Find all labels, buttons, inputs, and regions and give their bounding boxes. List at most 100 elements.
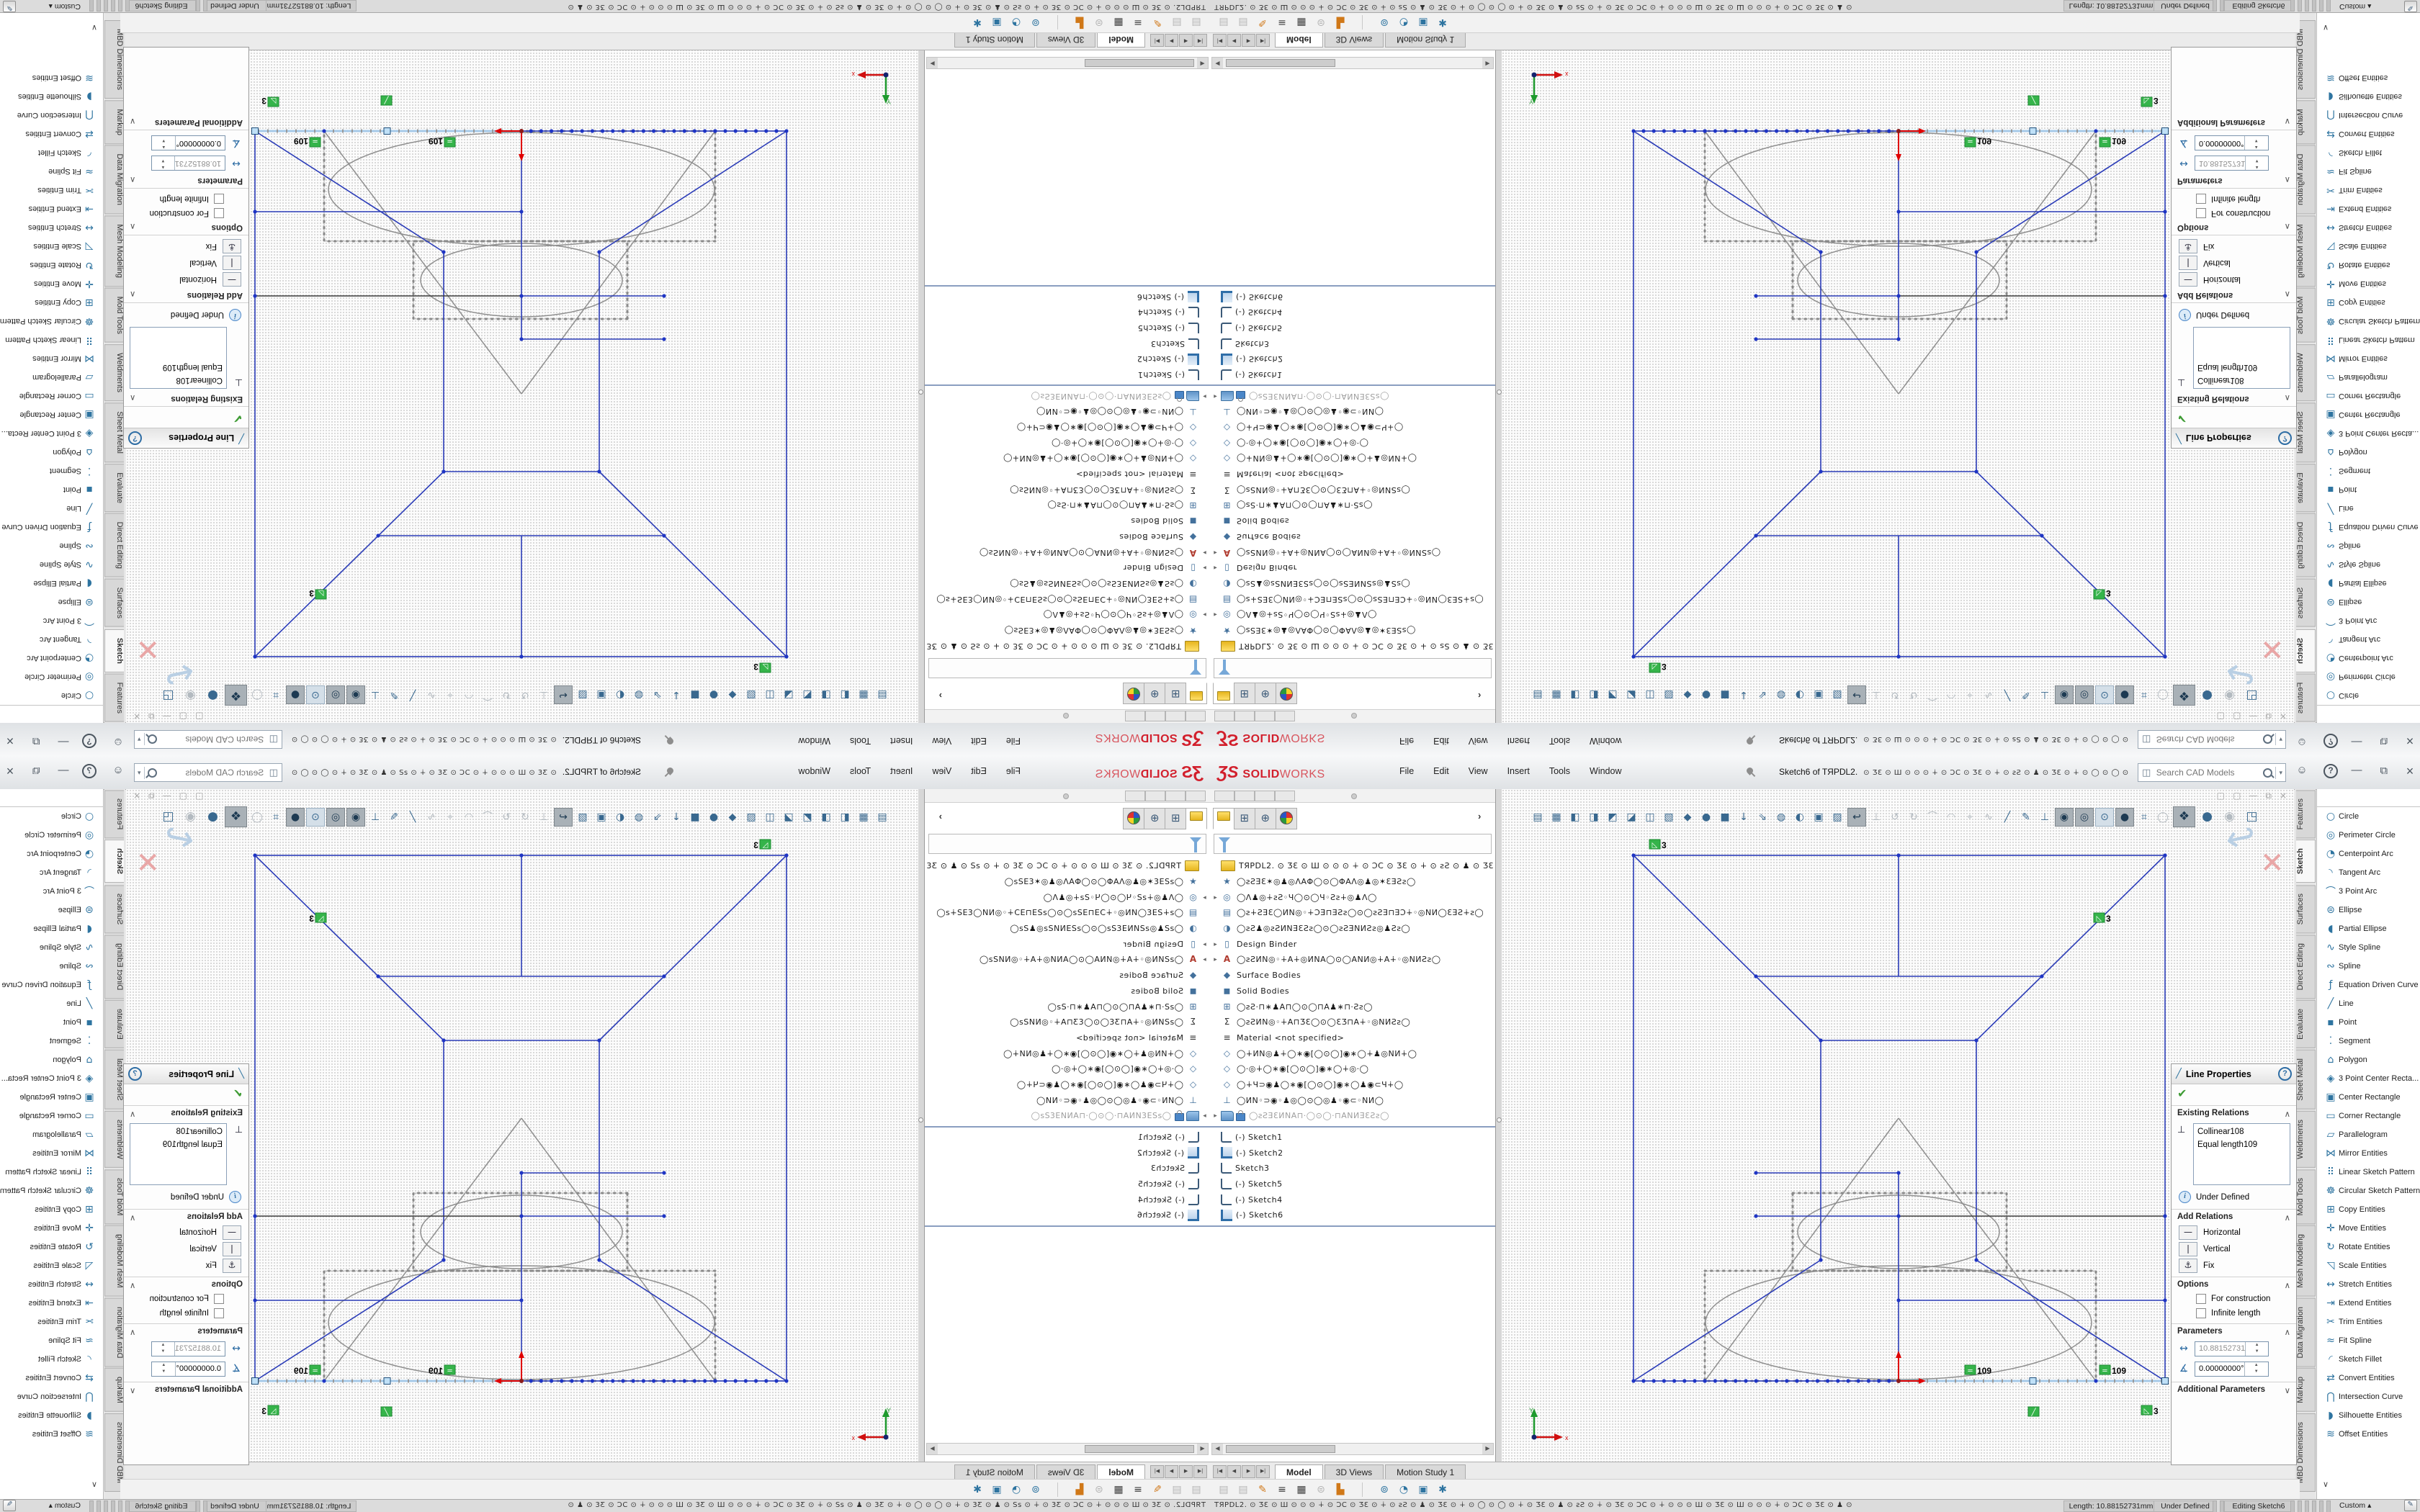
- scroll-thumb[interactable]: [1226, 1445, 1335, 1453]
- tool-linear-sketch-pattern[interactable]: ⠿ Linear Sketch Pattern: [0, 330, 103, 349]
- tool-line[interactable]: ╱ Line: [0, 994, 103, 1013]
- view-toolbar-icon[interactable]: ◠: [1946, 811, 1956, 823]
- relation-badge[interactable]: ◺3: [2093, 588, 2111, 600]
- tab-sheet-metal[interactable]: Sheet Metal: [2296, 402, 2316, 462]
- relation-badges[interactable]: ◺3◺3=109=109╱◺3: [261, 95, 771, 673]
- tree-horizontal-scrollbar[interactable]: ◀ ▶: [926, 1443, 1209, 1455]
- relation-badge[interactable]: ◺3: [261, 96, 279, 107]
- tab-nav-icon[interactable]: ▶|: [1256, 34, 1270, 47]
- tree-item[interactable]: ▸ ◎ ◯Λ♟◎∔ƨƧ◦Ч◯⊙◯Ч◦Ƨƨ∔◎♟Λ◯: [925, 889, 1210, 905]
- motion-toolbar-icon[interactable]: ▤: [1191, 1484, 1201, 1495]
- menu-insert[interactable]: Insert: [1507, 766, 1530, 776]
- tree-item[interactable]: ◇ ◯·◎∔◯∗◉[◯⊙◯]◉∗◯∔◎·◯: [925, 1061, 1210, 1077]
- doc-tab-3d-views[interactable]: 3D Views: [1324, 1464, 1384, 1480]
- tool-fit-spline[interactable]: ≈ Fit Spline: [0, 1331, 103, 1350]
- tree-item[interactable]: ▸ ◎ ◯Λ♟◎∔ƨƧ◦Ч◯⊙◯Ч◦Ƨƨ∔◎♟Λ◯: [1210, 607, 1495, 623]
- view-toolbar-icon[interactable]: ◳: [2246, 809, 2258, 824]
- tree-item[interactable]: (-) Sketch6: [1210, 289, 1495, 305]
- tool-silhouette-entities[interactable]: ◗ Silhouette Entities: [0, 87, 103, 106]
- tab-markup[interactable]: Markup: [104, 1368, 124, 1412]
- tool-line[interactable]: ╱ Line: [0, 499, 103, 518]
- angle-spinner[interactable]: ▲ ▼: [152, 1362, 176, 1376]
- relations-listbox[interactable]: Collinear108 Equal length109: [2193, 327, 2290, 389]
- tree-item[interactable]: (-) Sketch1: [1210, 367, 1495, 383]
- tool-move-entities[interactable]: ✛ Move Entities: [0, 1219, 103, 1238]
- status-custom[interactable]: Custom ▴: [2339, 1501, 2372, 1510]
- section-existing-relations[interactable]: Existing Relations ∧: [2172, 392, 2296, 407]
- tab-mold-tools[interactable]: Mold Tools: [104, 1169, 124, 1225]
- splitter-dot[interactable]: [1351, 713, 1357, 719]
- search-input[interactable]: [159, 734, 266, 745]
- pin-icon[interactable]: [1745, 766, 1754, 775]
- tree-item[interactable]: ◼ Solid Bodies: [925, 984, 1210, 999]
- rollback-bar[interactable]: [925, 285, 1210, 287]
- tool-scale-entities[interactable]: ◹ Scale Entities: [0, 1256, 103, 1275]
- tree-item[interactable]: Σ ◯ƨƧИN◎◦∔Α⊓ƷƐ◯⊙◯ƐƷ⊓Α∔◦◎NИƧƨ◯: [1210, 1014, 1495, 1030]
- tab-sketch[interactable]: Sketch: [104, 840, 124, 883]
- motion-toolbar-icon[interactable]: ✎: [1153, 17, 1162, 28]
- motion-toolbar-icon[interactable]: ▤: [1172, 1484, 1182, 1495]
- view-toolbar-icon[interactable]: ◩: [1608, 811, 1618, 823]
- motion-toolbar-icon[interactable]: ▙: [1336, 1484, 1345, 1495]
- tree-item[interactable]: ◆ Surface Bodies: [1210, 529, 1495, 545]
- tool-spline[interactable]: ∾ Spline: [0, 536, 103, 555]
- angle-field[interactable]: 0.00000000° ▲ ▼: [2195, 1361, 2269, 1377]
- view-toolbar-icon[interactable]: ╱: [2004, 811, 2011, 823]
- menu-tools[interactable]: Tools: [849, 766, 871, 776]
- tool-stretch-entities[interactable]: ↔ Stretch Entities: [2317, 1275, 2420, 1294]
- tree-item[interactable]: (-) Sketch2: [925, 1145, 1210, 1161]
- minimize-button[interactable]: —: [2351, 736, 2362, 748]
- scroll-left-icon[interactable]: ◀: [1212, 58, 1223, 68]
- tree-item[interactable]: ⊥ ◯ИN◦⊃◉◦♟◎◯⊙◯◎♟◦◉⊂◦NИ◯: [1210, 404, 1495, 420]
- view-toolbar-icon[interactable]: ◧: [1570, 811, 1580, 823]
- tree-item[interactable]: ⊥ ◯ИN◦⊃◉◦♟◎◯⊙◯◎♟◦◉⊂◦NИ◯: [925, 1092, 1210, 1108]
- panel-splitter[interactable]: [918, 50, 924, 723]
- menu-window[interactable]: Window: [1590, 736, 1622, 746]
- scroll-right-icon[interactable]: ▶: [927, 58, 938, 68]
- tree-item[interactable]: ▸ ▯ Design Binder: [925, 560, 1210, 576]
- menu-view[interactable]: View: [932, 766, 952, 776]
- relation-badge[interactable]: ◺3: [2093, 912, 2111, 924]
- doc-tab-motion-study-1[interactable]: Motion Study 1: [1385, 32, 1466, 48]
- status-tag-icon[interactable]: ✎: [3, 1500, 16, 1511]
- tree-item[interactable]: ◼ Solid Bodies: [1210, 984, 1495, 999]
- selection-handles[interactable]: [2029, 1377, 2169, 1385]
- tree-item[interactable]: ◑ ◯ƨƧ♟◎ƨƧИNƎƐƧƨ◯⊙◯ƨƧƎNИƧƨ◎♟Ƨƨ◯: [1210, 921, 1495, 937]
- tool-spline[interactable]: ∾ Spline: [2317, 536, 2420, 555]
- section-add-relations[interactable]: Add Relations ∧: [124, 288, 248, 303]
- motion-toolbar-icon[interactable]: ▙: [1336, 17, 1345, 28]
- tool-circular-sketch-pattern[interactable]: ☸ Circular Sketch Pattern: [0, 312, 103, 330]
- motion-toolbar-icon[interactable]: ✱: [1438, 17, 1447, 28]
- view-toolbar-icon[interactable]: ◉: [2224, 809, 2235, 824]
- tool-style-spline[interactable]: ∿ Style Spline: [2317, 555, 2420, 574]
- tree-item[interactable]: ★ ◯ƨƧƎƐ✶◎♟◎ΛΑΦ◯⊙◯ΦΑΛ◎♟◎✶ƐƎƧƨ◯: [925, 874, 1210, 890]
- tool-extend-entities[interactable]: ⇥ Extend Entities: [0, 199, 103, 218]
- tab-surfaces[interactable]: Surfaces: [2296, 579, 2316, 628]
- tool-parallelogram[interactable]: ▱ Parallelogram: [0, 368, 103, 387]
- view-toolbar-icon[interactable]: ■: [1720, 811, 1730, 823]
- search-icon[interactable]: [147, 734, 157, 744]
- tree-item[interactable]: ◇ ◯∔ИN◎♟∔◯∗◉[◯⊙◯]◉∗◯∔♟◎NИ∔◯: [925, 1045, 1210, 1061]
- tab-nav-icon[interactable]: ◀: [1227, 34, 1241, 47]
- tree-horizontal-scrollbar[interactable]: ◀ ▶: [926, 57, 1209, 69]
- collapse-chevron-icon[interactable]: ∨: [91, 23, 97, 32]
- help-icon[interactable]: ?: [2323, 734, 2338, 748]
- help-icon[interactable]: ?: [128, 431, 142, 445]
- tab-surfaces[interactable]: Surfaces: [104, 579, 124, 628]
- tool-style-spline[interactable]: ∿ Style Spline: [0, 555, 103, 574]
- search-icon[interactable]: [147, 768, 157, 778]
- tab-propertymanager[interactable]: ⊞: [1234, 808, 1255, 829]
- graphics-area[interactable]: ▤ ▦ ◧ ◨ ◩ ◪ ◫ ▧ ◆ ● ■ ↓ ⇘ ◍ ◐ ▣ ▨ ↩ ⊥ ↺ ↻ ⌒ ◠ ⌖ ∿ ╱ ✎ ⊥ ◉ ◎ ⊙ ● ⌗ ◯ ❖ ● ◉ ◳ ▢…: [1502, 789, 2294, 1462]
- tool-tangent-arc[interactable]: ◝ Tangent Arc: [2317, 863, 2420, 882]
- sketch-blue-geometry[interactable]: [1633, 130, 2166, 657]
- tool-corner-rectangle[interactable]: ▭ Corner Rectangle: [2317, 387, 2420, 405]
- relation-badge[interactable]: ╱: [2027, 1406, 2040, 1417]
- search-box[interactable]: ◫ ▾: [134, 763, 282, 782]
- menu-window[interactable]: Window: [798, 766, 830, 776]
- motion-toolbar-icon[interactable]: ▣: [992, 1484, 1002, 1495]
- tool-circle[interactable]: ○ Circle: [0, 686, 103, 705]
- tab-direct-editing[interactable]: Direct Editing: [104, 934, 124, 999]
- tree-item[interactable]: ◼ Solid Bodies: [925, 513, 1210, 529]
- add-relation-fix[interactable]: ⚓ Fix: [124, 238, 248, 255]
- tree-item[interactable]: ◆ Surface Bodies: [925, 529, 1210, 545]
